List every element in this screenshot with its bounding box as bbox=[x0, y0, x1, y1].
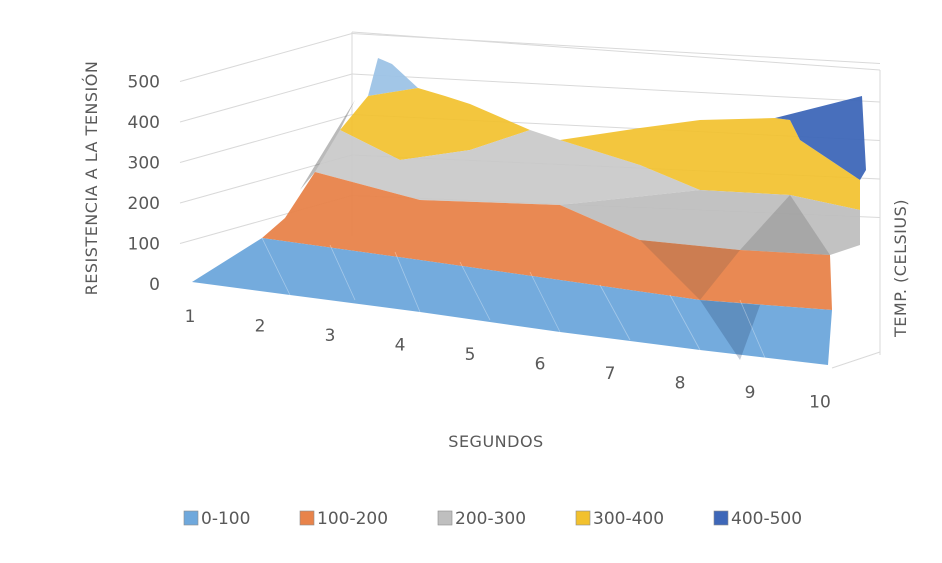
surface-plot bbox=[192, 58, 866, 365]
x-tick-label: 7 bbox=[605, 364, 616, 384]
y-tick-label: 200 bbox=[128, 194, 160, 214]
x-tick-label: 10 bbox=[809, 393, 831, 413]
legend-item: 0-100 bbox=[183, 509, 250, 529]
floor-edge bbox=[831, 351, 881, 369]
shade-facet bbox=[700, 300, 760, 360]
y-tick-label: 0 bbox=[149, 275, 160, 295]
x-tick-label: 9 bbox=[745, 383, 756, 403]
band-0-100 bbox=[192, 238, 832, 365]
y-axis-title: RESISTENCIA A LA TENSIÓN bbox=[82, 61, 101, 296]
legend-label: 200-300 bbox=[455, 509, 526, 529]
legend-swatch bbox=[437, 510, 453, 526]
x-axis-title: SEGUNDOS bbox=[448, 432, 543, 451]
band-200-300-left bbox=[315, 130, 700, 205]
band-100-200 bbox=[262, 172, 832, 310]
band-200-300-right bbox=[560, 190, 860, 255]
x-tick-label: 2 bbox=[255, 317, 266, 337]
legend-label: 300-400 bbox=[593, 509, 664, 529]
legend-label: 0-100 bbox=[201, 509, 250, 529]
legend-item: 400-500 bbox=[713, 509, 802, 529]
legend-swatch bbox=[575, 510, 591, 526]
band-300-400-left bbox=[340, 88, 530, 160]
y-tick-label: 400 bbox=[128, 113, 160, 133]
shade-facet bbox=[640, 240, 740, 300]
gridline-back bbox=[351, 73, 881, 103]
depth-axis-title: TEMP. (CELSIUS) bbox=[891, 199, 910, 338]
y-tick-label: 500 bbox=[128, 73, 160, 93]
band-300-400-right bbox=[560, 118, 860, 210]
legend: 0-100 100-200 200-300 300-400 400-500 bbox=[183, 509, 802, 529]
x-axis-ticks: 1 2 3 4 5 6 7 8 9 10 bbox=[185, 307, 831, 413]
band-400-500-peak-left bbox=[368, 58, 418, 96]
y-tick-label: 300 bbox=[128, 154, 160, 174]
gridline-left bbox=[179, 114, 353, 163]
shade-facet bbox=[300, 100, 355, 190]
legend-item: 200-300 bbox=[437, 509, 526, 529]
y-tick-label: 100 bbox=[128, 235, 160, 255]
x-tick-label: 4 bbox=[395, 336, 406, 356]
x-tick-label: 3 bbox=[325, 326, 336, 346]
shade-facet bbox=[740, 195, 830, 255]
x-tick-label: 5 bbox=[465, 345, 476, 365]
legend-label: 400-500 bbox=[731, 509, 802, 529]
surface-mesh bbox=[261, 237, 766, 359]
legend-swatch bbox=[713, 510, 729, 526]
legend-label: 100-200 bbox=[317, 509, 388, 529]
legend-item: 100-200 bbox=[299, 509, 388, 529]
legend-swatch bbox=[299, 510, 315, 526]
gridline-left bbox=[179, 33, 353, 82]
band-400-500-right bbox=[775, 96, 866, 180]
x-tick-label: 8 bbox=[675, 374, 686, 394]
legend-item: 300-400 bbox=[575, 509, 664, 529]
x-tick-label: 1 bbox=[185, 307, 196, 327]
y-axis-ticks: 0 100 200 300 400 500 bbox=[128, 73, 160, 296]
back-wall-top bbox=[351, 31, 881, 71]
x-tick-label: 6 bbox=[535, 355, 546, 375]
legend-swatch bbox=[183, 510, 199, 526]
gridline-left bbox=[179, 73, 353, 123]
